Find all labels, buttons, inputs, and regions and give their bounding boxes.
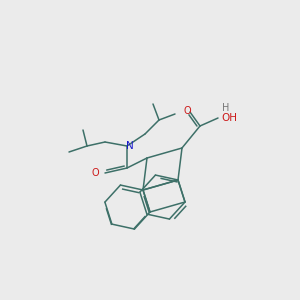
Text: O: O xyxy=(183,106,191,116)
Text: OH: OH xyxy=(221,113,237,123)
Text: O: O xyxy=(91,168,99,178)
Text: N: N xyxy=(126,141,134,151)
Text: H: H xyxy=(222,103,230,113)
